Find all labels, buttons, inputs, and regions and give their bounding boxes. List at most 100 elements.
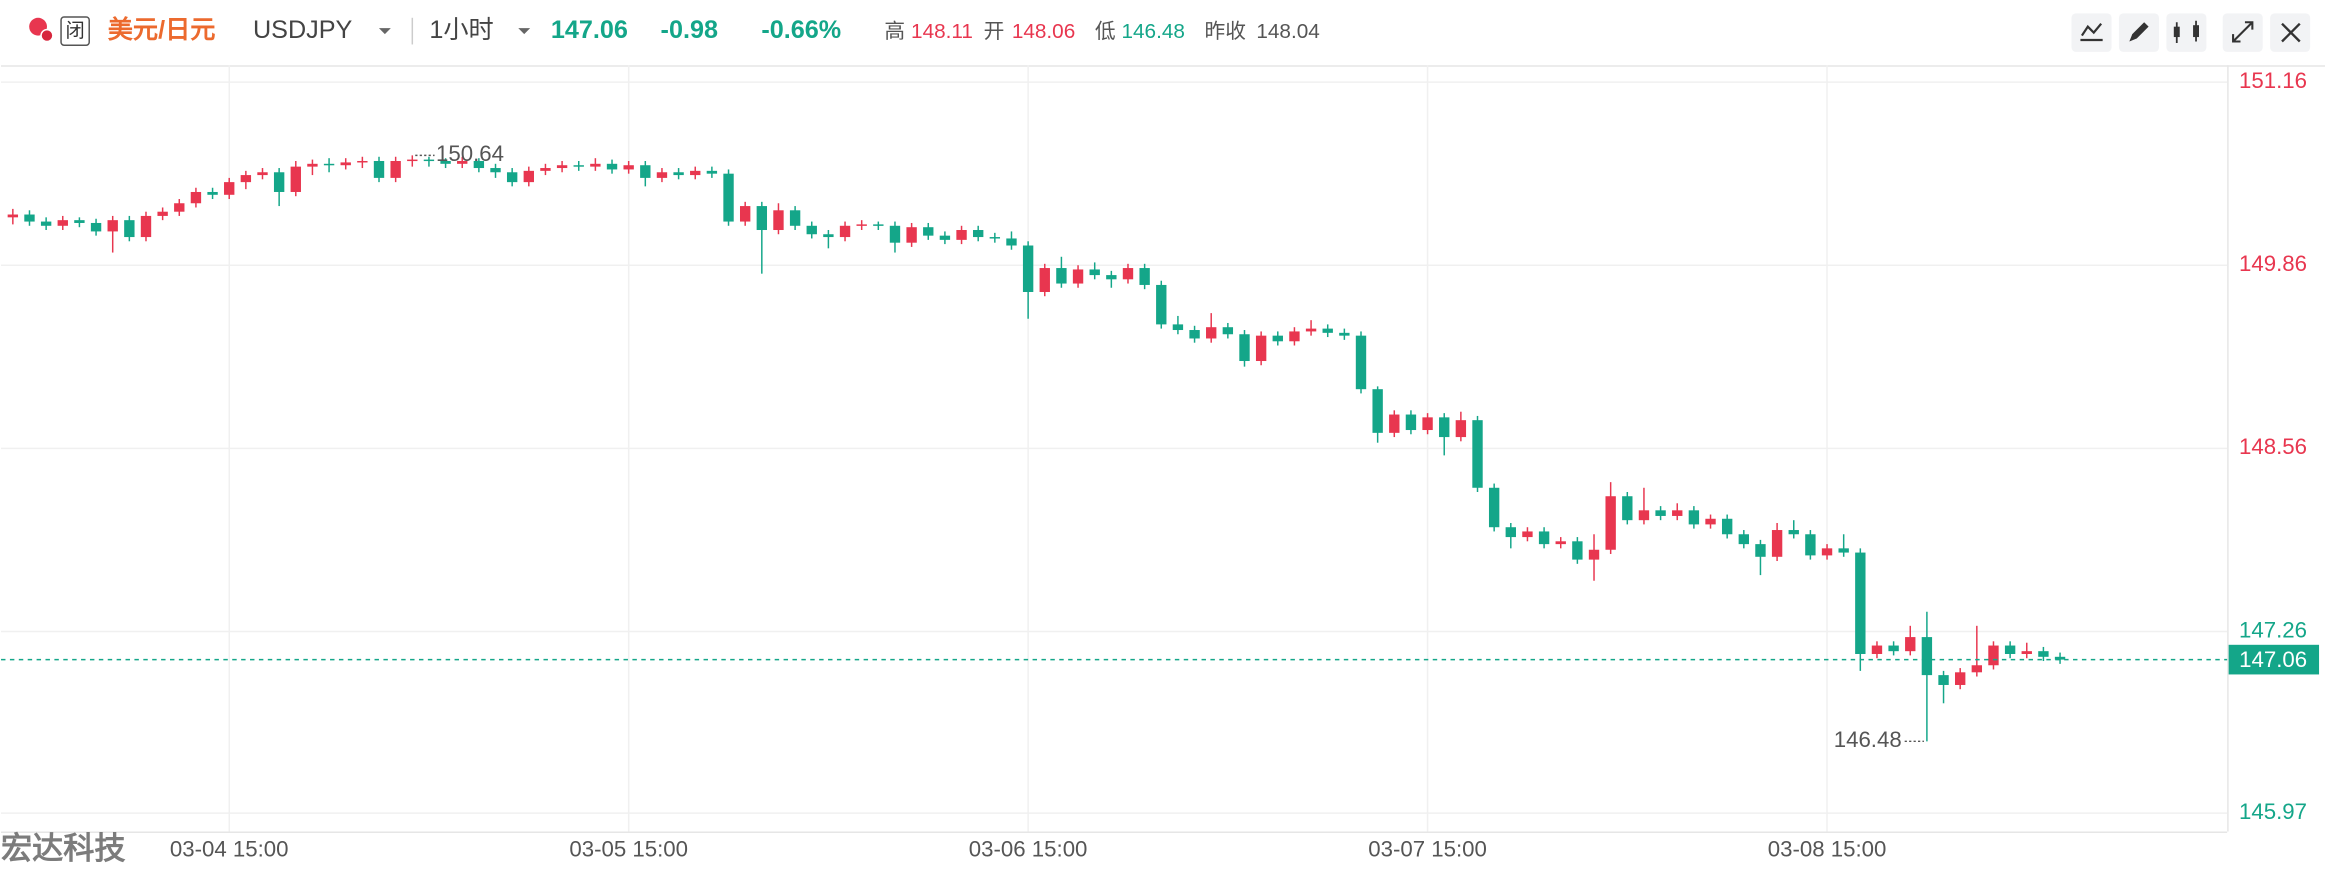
tool-button[interactable] bbox=[2071, 13, 2112, 52]
candle-body bbox=[1688, 510, 1700, 525]
candle-body bbox=[1838, 548, 1849, 553]
candle-body bbox=[1222, 327, 1234, 335]
candle-body bbox=[989, 237, 1001, 239]
candle-body bbox=[1905, 637, 1916, 652]
candle-body bbox=[1771, 530, 1783, 557]
candle-body bbox=[1472, 420, 1483, 488]
candle-body bbox=[1488, 487, 1500, 528]
candle-body bbox=[1172, 324, 1184, 331]
candle-body bbox=[407, 159, 418, 162]
candle-body bbox=[1672, 510, 1683, 516]
candle-body bbox=[1322, 328, 1333, 333]
candle-body bbox=[1871, 645, 1883, 654]
candle-body bbox=[440, 160, 451, 164]
interval[interactable]: 1小时 bbox=[429, 16, 493, 44]
candle-body bbox=[1605, 496, 1616, 550]
watermark: 宏达科技 bbox=[1, 831, 126, 866]
candle-body bbox=[1239, 334, 1250, 362]
candle-body bbox=[856, 224, 867, 226]
tool-icon bbox=[2193, 25, 2199, 38]
candle-body bbox=[1089, 269, 1100, 276]
candle-body bbox=[739, 206, 751, 222]
candle-body bbox=[1821, 548, 1833, 556]
candle-body bbox=[723, 173, 734, 222]
candle-body bbox=[606, 163, 618, 170]
y-tick-label: 149.86 bbox=[2239, 251, 2307, 276]
stat-value: 148.04 bbox=[1256, 20, 1319, 43]
candle-body bbox=[1505, 527, 1516, 538]
last-price-box bbox=[2228, 644, 2320, 675]
candle-body bbox=[973, 230, 984, 238]
candle-body bbox=[1022, 245, 1034, 292]
candle-body bbox=[923, 227, 934, 236]
candle-body bbox=[1122, 268, 1134, 280]
candle-body bbox=[956, 230, 967, 240]
candle-body bbox=[906, 227, 917, 243]
candle-body bbox=[839, 225, 851, 238]
candle-body bbox=[1705, 518, 1716, 525]
candle-body bbox=[823, 234, 834, 238]
tool-button[interactable] bbox=[2166, 13, 2207, 52]
candle-body bbox=[573, 165, 584, 167]
candle-body bbox=[1206, 327, 1217, 339]
candle-body bbox=[1721, 518, 1733, 535]
candle-body bbox=[1888, 645, 1899, 652]
candle-body bbox=[307, 163, 318, 167]
header: 闭 美元/日元 USDJPY 1小时 147.06 -0.98 -0.66% 高… bbox=[29, 15, 1320, 46]
stat-value: 148.11 bbox=[911, 20, 973, 43]
y-tick-label: 148.56 bbox=[2239, 434, 2307, 459]
candle-body bbox=[1056, 268, 1067, 284]
candle-body bbox=[373, 160, 385, 178]
candle-body bbox=[323, 163, 335, 166]
candle-body bbox=[673, 172, 684, 176]
tool-icon bbox=[2232, 21, 2254, 43]
candle-body bbox=[390, 160, 401, 178]
candle-body bbox=[1655, 510, 1666, 516]
candle-body bbox=[1039, 268, 1050, 292]
candle-body bbox=[357, 160, 368, 163]
candle-body bbox=[1622, 496, 1633, 521]
candle-body bbox=[1372, 389, 1383, 433]
candle-body bbox=[1272, 335, 1283, 342]
dropdown-caret[interactable] bbox=[518, 28, 531, 35]
candle-body bbox=[90, 222, 102, 232]
candle-body bbox=[1156, 284, 1167, 325]
candle-body bbox=[1738, 534, 1750, 545]
candle-body bbox=[1855, 552, 1866, 654]
candle-body bbox=[789, 210, 801, 226]
candle-body bbox=[889, 225, 901, 243]
stat-value: 146.48 bbox=[1122, 20, 1185, 43]
candle-body bbox=[706, 170, 718, 174]
change: -0.98 bbox=[661, 16, 718, 44]
candle-body bbox=[1555, 541, 1566, 545]
dropdown-caret[interactable] bbox=[378, 28, 391, 35]
pair-name[interactable]: 美元/日元 bbox=[108, 15, 216, 44]
status-badge bbox=[60, 16, 90, 46]
candle-body bbox=[1439, 417, 1450, 438]
tool-icon bbox=[2281, 22, 2301, 43]
candle-body bbox=[756, 206, 768, 231]
candle-body bbox=[1422, 417, 1433, 431]
candle-body bbox=[2054, 656, 2066, 660]
candle-body bbox=[1355, 335, 1367, 390]
candle-body bbox=[1006, 238, 1017, 246]
candle-body bbox=[806, 225, 817, 235]
candle-body bbox=[1572, 541, 1583, 560]
candle-body bbox=[1954, 672, 1966, 685]
candle-body bbox=[1106, 275, 1117, 280]
candle-body bbox=[773, 210, 784, 231]
toolbar bbox=[2071, 13, 2311, 52]
candle-body bbox=[1805, 534, 1816, 556]
symbol[interactable]: USDJPY bbox=[253, 16, 353, 44]
candle-body bbox=[457, 160, 468, 164]
candle-body bbox=[1938, 675, 1949, 685]
change-pct: -0.66% bbox=[761, 16, 841, 44]
candle-body bbox=[640, 165, 651, 178]
candle-body bbox=[1988, 645, 1999, 666]
x-tick-label: 03-07 15:00 bbox=[1368, 837, 1487, 862]
candle-body bbox=[1289, 331, 1300, 342]
candle-body bbox=[506, 172, 518, 183]
